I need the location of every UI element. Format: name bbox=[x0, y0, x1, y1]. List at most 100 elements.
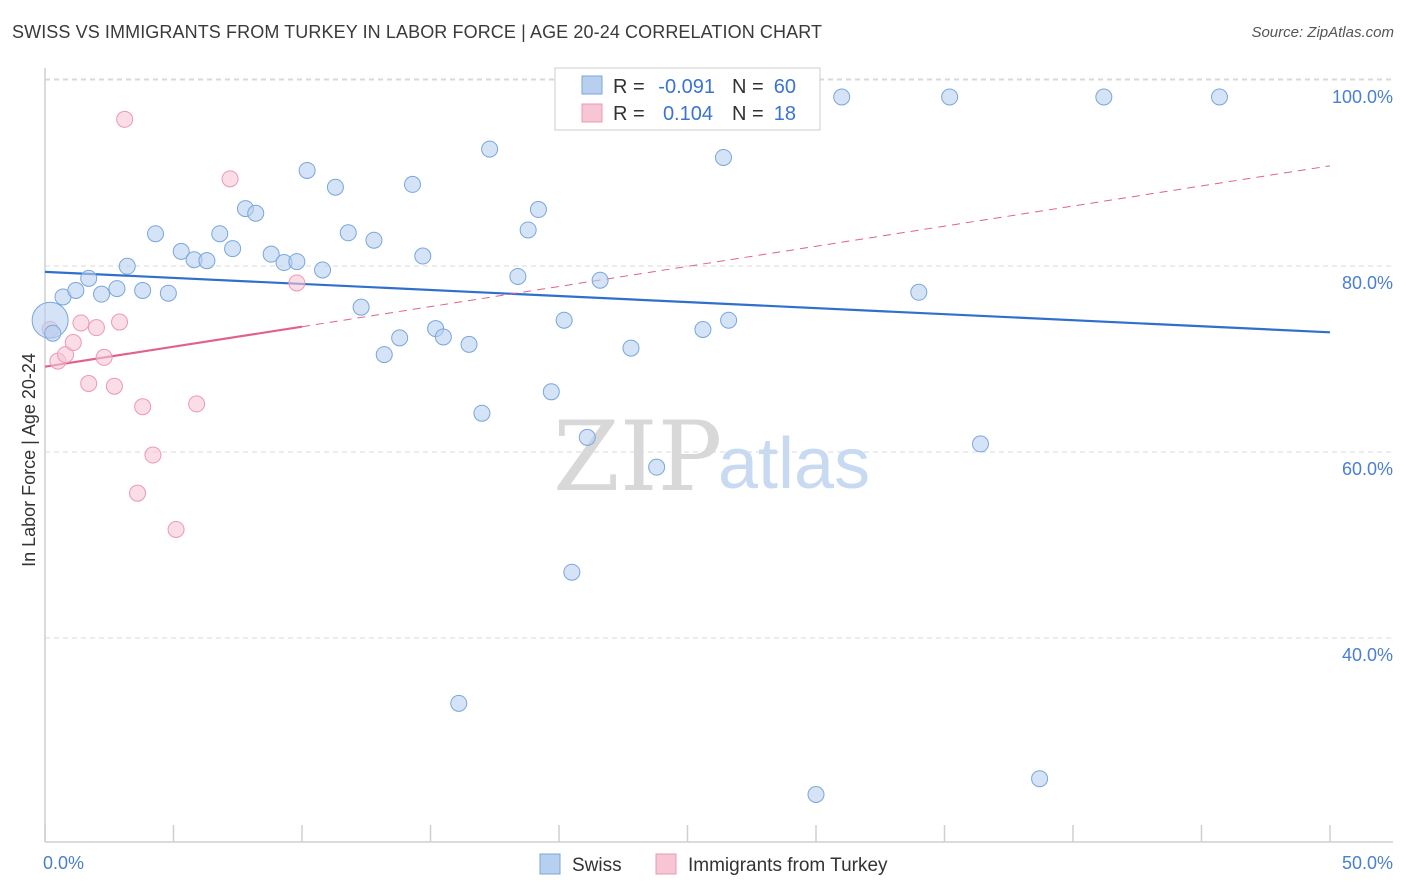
bottom-legend-turkey-swatch bbox=[655, 853, 677, 875]
swiss-trend-line bbox=[44, 270, 1331, 334]
swiss-point bbox=[211, 225, 229, 243]
points-layer bbox=[31, 88, 1228, 803]
swiss-point bbox=[542, 383, 560, 401]
swiss-point bbox=[971, 435, 989, 453]
swiss-point bbox=[460, 335, 478, 353]
axes-layer bbox=[44, 68, 1393, 843]
swiss-point bbox=[326, 178, 344, 196]
swiss-point bbox=[509, 267, 527, 285]
y-tick-label: 40.0% bbox=[1342, 645, 1393, 665]
turkey-point bbox=[111, 313, 129, 331]
swiss-point bbox=[93, 285, 111, 303]
bottom-legend-swiss-swatch bbox=[539, 853, 561, 875]
chart-title: SWISS VS IMMIGRANTS FROM TURKEY IN LABOR… bbox=[12, 22, 823, 42]
legend-turkey-n-label: N = bbox=[732, 103, 764, 125]
watermark: ZIP atlas bbox=[553, 401, 870, 513]
swiss-point bbox=[555, 311, 573, 329]
legend-turkey-swatch bbox=[581, 103, 603, 123]
swiss-point bbox=[591, 271, 609, 289]
swiss-point bbox=[391, 329, 409, 347]
tick-labels: 40.0% 60.0% 80.0% 100.0% 0.0% 50.0% bbox=[43, 87, 1393, 873]
turkey-point bbox=[221, 170, 239, 188]
turkey-point bbox=[188, 395, 206, 413]
swiss-point bbox=[108, 280, 126, 298]
turkey-point bbox=[57, 346, 75, 364]
turkey-point bbox=[116, 110, 134, 128]
swiss-point bbox=[375, 346, 393, 364]
swiss-point bbox=[434, 328, 452, 346]
swiss-point bbox=[1031, 770, 1049, 788]
swiss-point bbox=[519, 221, 537, 239]
swiss-point bbox=[352, 298, 370, 316]
turkey-point bbox=[64, 334, 82, 352]
turkey-point bbox=[105, 377, 123, 395]
swiss-point bbox=[224, 240, 242, 258]
swiss-point bbox=[288, 253, 306, 271]
turkey-trend-line bbox=[44, 325, 303, 368]
turkey-point bbox=[87, 319, 105, 337]
legend-swiss-n-value: 60 bbox=[774, 76, 796, 98]
x-tick-label: 0.0% bbox=[43, 853, 84, 873]
swiss-point bbox=[450, 694, 468, 712]
swiss-point bbox=[159, 284, 177, 302]
swiss-point bbox=[262, 245, 280, 263]
y-tick-label: 100.0% bbox=[1332, 87, 1393, 107]
swiss-point bbox=[247, 204, 265, 222]
swiss-point bbox=[172, 242, 190, 260]
swiss-point bbox=[714, 148, 732, 166]
y-tick-label: 80.0% bbox=[1342, 273, 1393, 293]
turkey-trend-line-dashed bbox=[301, 165, 1331, 328]
swiss-point bbox=[314, 261, 332, 279]
swiss-point bbox=[298, 161, 316, 179]
turkey-point bbox=[134, 398, 152, 416]
swiss-point bbox=[404, 175, 422, 193]
swiss-point bbox=[529, 201, 547, 219]
swiss-point bbox=[720, 311, 738, 329]
swiss-point bbox=[134, 281, 152, 299]
legend-swiss-swatch bbox=[581, 75, 603, 95]
legend-swiss-r-label: R = bbox=[613, 76, 645, 98]
y-axis-label: In Labor Force | Age 20-24 bbox=[19, 353, 39, 567]
source-label: Source: ZipAtlas.com bbox=[1251, 24, 1394, 41]
swiss-point bbox=[833, 88, 851, 106]
trend-layer bbox=[44, 165, 1331, 368]
turkey-point bbox=[72, 314, 90, 332]
watermark-atlas: atlas bbox=[718, 424, 870, 504]
swiss-point bbox=[473, 404, 491, 422]
y-tick-label: 60.0% bbox=[1342, 459, 1393, 479]
swiss-point bbox=[622, 339, 640, 357]
swiss-point bbox=[481, 140, 499, 158]
swiss-point bbox=[414, 247, 432, 265]
legend-swiss-r-value: -0.091 bbox=[658, 76, 715, 98]
swiss-point bbox=[563, 563, 581, 581]
swiss-point bbox=[1210, 88, 1228, 106]
turkey-point bbox=[144, 446, 162, 464]
watermark-zip: ZIP bbox=[553, 401, 722, 513]
legend-turkey-r-value: 0.104 bbox=[663, 103, 713, 125]
swiss-point bbox=[198, 252, 216, 270]
turkey-point bbox=[129, 484, 147, 502]
bottom-legend: Swiss Immigrants from Turkey bbox=[539, 853, 888, 876]
legend-turkey-n-value: 18 bbox=[774, 103, 796, 125]
turkey-point bbox=[288, 274, 306, 292]
swiss-point bbox=[80, 269, 98, 287]
swiss-point bbox=[365, 231, 383, 249]
swiss-point bbox=[941, 88, 959, 106]
x-tick-label: 50.0% bbox=[1342, 853, 1393, 873]
swiss-point bbox=[694, 321, 712, 338]
bottom-legend-swiss-label: Swiss bbox=[572, 855, 622, 876]
swiss-point bbox=[910, 283, 928, 301]
swiss-point bbox=[339, 224, 357, 242]
bottom-legend-turkey-label: Immigrants from Turkey bbox=[688, 855, 888, 876]
swiss-point bbox=[44, 324, 62, 342]
turkey-point bbox=[167, 520, 185, 538]
swiss-point bbox=[578, 428, 596, 446]
legend-box: R = -0.091 N = 60 R = 0.104 N = 18 bbox=[554, 67, 821, 131]
swiss-point bbox=[67, 281, 85, 299]
swiss-point bbox=[1095, 88, 1113, 106]
swiss-point bbox=[807, 786, 825, 803]
legend-swiss-n-label: N = bbox=[732, 76, 764, 98]
turkey-point bbox=[95, 348, 113, 366]
swiss-point bbox=[118, 257, 136, 275]
legend-turkey-r-label: R = bbox=[613, 103, 645, 125]
